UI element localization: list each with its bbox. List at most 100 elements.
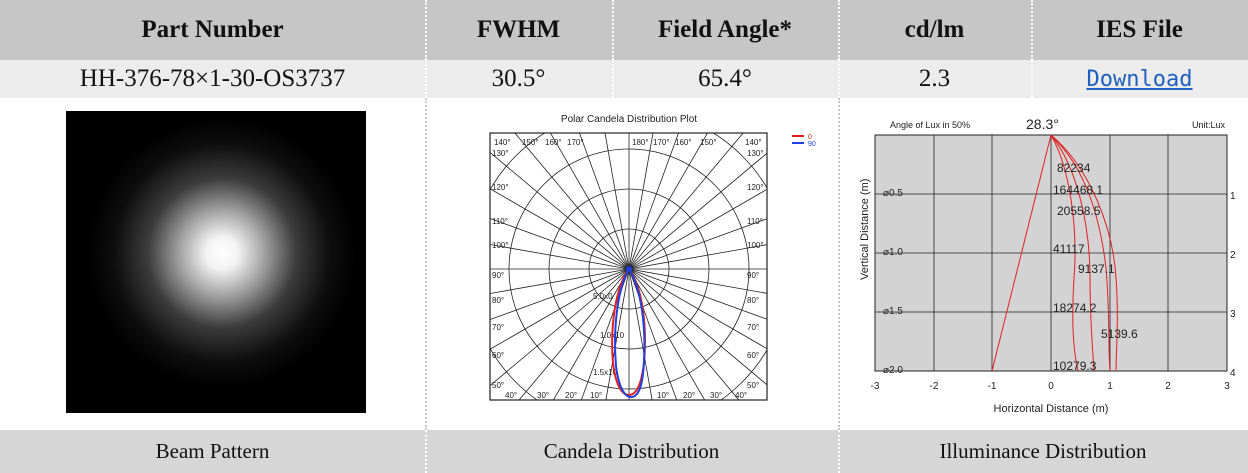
- svg-text:90°: 90°: [492, 271, 504, 280]
- svg-text:-3: -3: [871, 381, 880, 392]
- header-row: Part Number FWHM Field Angle* cd/lm IES …: [0, 0, 1248, 60]
- illum-value-labels: 82234 164468.1 20558.5 41117 9137.1 1827…: [1053, 161, 1138, 373]
- ies-download-link[interactable]: Download: [1086, 66, 1193, 92]
- svg-text:2: 2: [1230, 250, 1236, 261]
- svg-text:10°: 10°: [590, 391, 602, 400]
- svg-text:9137.1: 9137.1: [1078, 262, 1115, 276]
- polar-plot-title: Polar Candela Distribution Plot: [561, 114, 697, 125]
- svg-text:1: 1: [1230, 191, 1236, 202]
- legend-0: 0: [808, 134, 812, 141]
- svg-text:50°: 50°: [492, 381, 504, 390]
- svg-text:160°: 160°: [675, 138, 692, 147]
- svg-text:3: 3: [1230, 309, 1236, 320]
- illum-ylabel: Vertical Distance (m): [859, 179, 871, 280]
- svg-text:90°: 90°: [747, 271, 759, 280]
- svg-text:164468.1: 164468.1: [1053, 183, 1103, 197]
- svg-text:41117: 41117: [1053, 242, 1085, 256]
- caption-candela-distribution: Candela Distribution: [543, 439, 720, 463]
- svg-text:60°: 60°: [747, 351, 759, 360]
- header-part-number: Part Number: [141, 16, 284, 43]
- svg-text:70°: 70°: [747, 323, 759, 332]
- polar-legend: 0 90: [792, 134, 816, 148]
- svg-text:3: 3: [1224, 381, 1230, 392]
- candela-distribution-cell: Polar Candela Distribution Plot 0 90 140…: [425, 98, 838, 430]
- svg-text:2: 2: [1165, 381, 1171, 392]
- polar-candela-plot: Polar Candela Distribution Plot 0 90 140…: [489, 114, 816, 401]
- svg-text:120°: 120°: [747, 183, 764, 192]
- illum-title: Angle of Lux in 50%: [890, 120, 970, 130]
- polar-grid: [490, 133, 767, 400]
- legend-90: 90: [808, 141, 816, 148]
- svg-text:5.0x0: 5.0x0: [593, 292, 613, 301]
- svg-text:40°: 40°: [505, 391, 517, 400]
- svg-text:150°: 150°: [522, 138, 539, 147]
- svg-text:100°: 100°: [492, 241, 509, 250]
- cd-lm-value: 2.3: [918, 65, 951, 92]
- svg-text:4: 4: [1230, 368, 1236, 379]
- field-angle-value: 65.4°: [698, 65, 752, 92]
- svg-text:10°: 10°: [657, 391, 669, 400]
- svg-text:130°: 130°: [747, 149, 764, 158]
- svg-text:80°: 80°: [492, 296, 504, 305]
- svg-text:160°: 160°: [545, 138, 562, 147]
- svg-text:18274.2: 18274.2: [1053, 301, 1097, 315]
- header-ies-file: IES File: [1096, 16, 1183, 43]
- svg-text:30°: 30°: [710, 391, 722, 400]
- svg-text:5139.6: 5139.6: [1101, 327, 1138, 341]
- svg-text:10279.3: 10279.3: [1053, 359, 1097, 373]
- svg-text:82234: 82234: [1057, 161, 1091, 175]
- caption-illuminance-distribution: Illuminance Distribution: [939, 439, 1147, 463]
- svg-text:30°: 30°: [537, 391, 549, 400]
- svg-text:50°: 50°: [747, 381, 759, 390]
- svg-text:140°: 140°: [745, 138, 762, 147]
- svg-text:130°: 130°: [492, 149, 509, 158]
- svg-text:150°: 150°: [700, 138, 717, 147]
- polar-curve-90: [614, 267, 646, 399]
- svg-text:0: 0: [1048, 381, 1054, 392]
- svg-text:1.5x10: 1.5x10: [593, 368, 618, 377]
- illum-right-ticks: 1 2 3 4: [1230, 191, 1236, 379]
- svg-text:140°: 140°: [494, 138, 511, 147]
- value-row: HH-376-78×1-30-OS3737 30.5° 65.4° 2.3 Do…: [0, 60, 1248, 98]
- svg-text:⌀2.0: ⌀2.0: [883, 365, 903, 376]
- svg-text:60°: 60°: [492, 351, 504, 360]
- illum-grid: [875, 135, 1227, 371]
- svg-text:20558.5: 20558.5: [1057, 204, 1101, 218]
- header-field-angle: Field Angle*: [657, 16, 793, 43]
- svg-text:180°: 180°: [632, 138, 649, 147]
- beam-pattern-cell: [0, 98, 425, 430]
- svg-text:40°: 40°: [735, 391, 747, 400]
- svg-text:170°: 170°: [653, 138, 670, 147]
- svg-text:70°: 70°: [492, 323, 504, 332]
- svg-text:110°: 110°: [747, 217, 763, 226]
- illum-diameters: ⌀0.5 ⌀1.0 ⌀1.5 ⌀2.0: [883, 188, 903, 376]
- caption-beam-pattern: Beam Pattern: [155, 439, 270, 463]
- svg-text:100°: 100°: [747, 241, 764, 250]
- image-row: Polar Candela Distribution Plot 0 90 140…: [0, 98, 1248, 430]
- svg-text:120°: 120°: [492, 183, 509, 192]
- illum-angle-value: 28.3°: [1026, 116, 1059, 132]
- header-cd-lm: cd/lm: [904, 16, 965, 43]
- svg-text:⌀1.0: ⌀1.0: [883, 247, 903, 258]
- illum-x-ticks: -3 -2 -1 0 1 2 3: [871, 381, 1231, 392]
- illuminance-plot: Angle of Lux in 50% 28.3° Unit:Lux Verti…: [859, 116, 1236, 415]
- fwhm-value: 30.5°: [491, 65, 546, 92]
- svg-text:110°: 110°: [492, 217, 508, 226]
- svg-text:20°: 20°: [565, 391, 577, 400]
- illum-unit: Unit:Lux: [1192, 120, 1226, 130]
- illum-xlabel: Horizontal Distance (m): [994, 403, 1109, 415]
- svg-text:80°: 80°: [747, 296, 759, 305]
- header-fwhm: FWHM: [476, 16, 561, 43]
- svg-text:170°: 170°: [567, 138, 584, 147]
- svg-text:20°: 20°: [683, 391, 695, 400]
- caption-row: Beam Pattern Candela Distribution Illumi…: [0, 430, 1248, 473]
- beam-pattern-image: [66, 111, 366, 413]
- svg-text:-1: -1: [988, 381, 997, 392]
- svg-text:1: 1: [1107, 381, 1113, 392]
- illuminance-distribution-cell: Angle of Lux in 50% 28.3° Unit:Lux Verti…: [838, 98, 1248, 430]
- svg-text:⌀0.5: ⌀0.5: [883, 188, 903, 199]
- ies-file-cell: Download: [1031, 60, 1248, 98]
- svg-text:-2: -2: [930, 381, 939, 392]
- svg-text:⌀1.5: ⌀1.5: [883, 306, 903, 317]
